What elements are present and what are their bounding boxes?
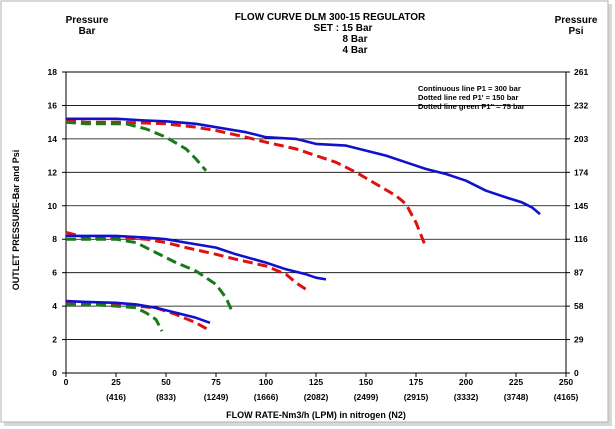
x-tick-lpm-label: (833) [156, 392, 176, 402]
x-tick-label: 175 [409, 377, 423, 387]
right-axis-header-1: Pressure [555, 15, 598, 26]
chart-panel [0, 0, 609, 423]
x-tick-label: 125 [309, 377, 323, 387]
x-tick-lpm-label: (3332) [454, 392, 479, 402]
x-tick-lpm-label: (1249) [204, 392, 229, 402]
y-tick-left-label: 14 [48, 134, 58, 144]
y-tick-right-label: 174 [574, 167, 588, 177]
y-tick-right-label: 145 [574, 201, 588, 211]
series-line-8bar-p300 [66, 234, 327, 281]
y-tick-right-label: 232 [574, 100, 588, 110]
y-tick-left-label: 16 [48, 100, 58, 110]
legend-item-p75: Dotted line green P1'' = 75 bar [418, 102, 525, 111]
chart-subtitle-set: SET : 15 Bar [314, 23, 373, 34]
y-tick-left-label: 12 [48, 167, 58, 177]
series-line-4bar-p75 [66, 302, 164, 332]
series-line-15bar-p300 [66, 117, 541, 216]
x-tick-label: 225 [509, 377, 523, 387]
series-line-8bar-p150 [65, 231, 307, 291]
left-axis-header-1: Pressure [66, 15, 109, 26]
x-tick-label: 200 [459, 377, 473, 387]
x-tick-lpm-label: (3748) [504, 392, 529, 402]
y-tick-right-label: 58 [574, 301, 584, 311]
x-tick-label: 100 [259, 377, 273, 387]
x-tick-lpm-label: (1666) [254, 392, 279, 402]
y-tick-right-label: 87 [574, 268, 584, 278]
chart-subtitle-8bar: 8 Bar [342, 34, 367, 45]
chart-subtitle-4bar: 4 Bar [342, 45, 367, 56]
y-tick-left-label: 6 [52, 268, 57, 278]
x-tick-lpm-label: (2499) [354, 392, 379, 402]
left-axis-header-2: Bar [79, 26, 96, 37]
x-tick-lpm-label: (4165) [554, 392, 579, 402]
x-tick-label: 25 [111, 377, 121, 387]
x-tick-label: 0 [64, 377, 69, 387]
y-tick-left-label: 0 [52, 368, 57, 378]
x-tick-lpm-label: (2082) [304, 392, 329, 402]
x-axis-title: FLOW RATE-Nm3/h (LPM) in nitrogen (N2) [226, 410, 406, 420]
legend-item-p300: Continuous line P1 = 300 bar [418, 84, 521, 93]
chart-title: FLOW CURVE DLM 300-15 REGULATOR [235, 12, 426, 23]
legend: Continuous line P1 = 300 bar Dotted line… [418, 84, 525, 111]
x-tick-label: 75 [211, 377, 221, 387]
x-tick-lpm-label: (416) [106, 392, 126, 402]
y-tick-right-label: 0 [574, 368, 579, 378]
legend-item-p150: Dotted line red P1' = 150 bar [418, 93, 518, 102]
series-line-8bar-p75 [66, 237, 234, 312]
y-tick-right-label: 116 [574, 234, 588, 244]
y-tick-left-label: 8 [52, 234, 57, 244]
y-tick-left-label: 2 [52, 335, 57, 345]
x-tick-label: 50 [161, 377, 171, 387]
y-tick-right-label: 203 [574, 134, 588, 144]
y-tick-right-label: 29 [574, 335, 584, 345]
x-tick-label: 150 [359, 377, 373, 387]
series-line-4bar-p300 [65, 299, 211, 325]
x-tick-label: 250 [559, 377, 573, 387]
series-line-15bar-p75 [65, 120, 208, 172]
x-tick-lpm-label: (2915) [404, 392, 429, 402]
y-tick-left-label: 10 [48, 201, 58, 211]
y-tick-right-label: 261 [574, 67, 588, 77]
series-layer [65, 117, 541, 332]
y-tick-left-label: 4 [52, 301, 57, 311]
y-tick-left-label: 18 [48, 67, 58, 77]
series-line-15bar-p150 [65, 119, 428, 249]
right-axis-header-2: Psi [568, 26, 583, 37]
y-axis-title: OUTLET PRESSURE-Bar and Psi [11, 150, 21, 291]
